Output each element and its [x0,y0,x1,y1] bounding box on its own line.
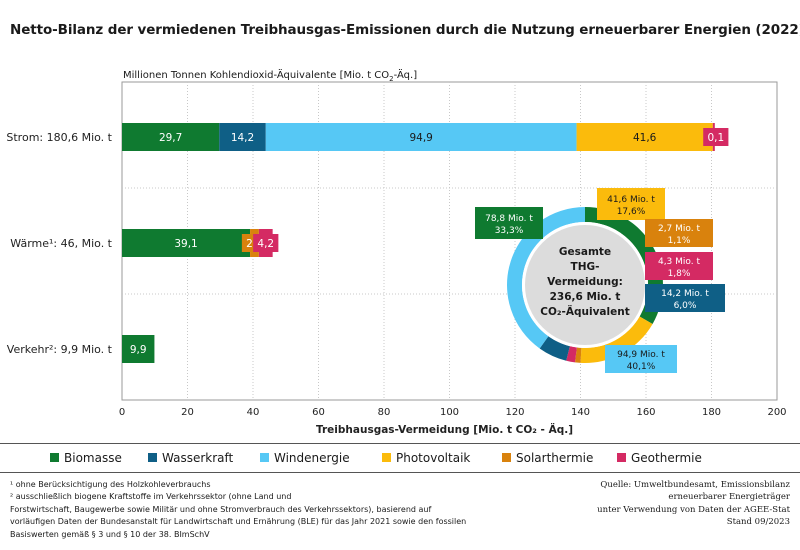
donut-label-share: 17,6% [617,207,646,217]
bar-value-label: 14,2 [231,132,254,144]
legend-swatch [617,453,626,462]
legend-item: Windenergie [260,451,350,465]
bar-biomasse [122,335,155,363]
footnote-line: ¹ ohne Berücksichtigung des Holzkohlever… [10,480,211,489]
legend-label: Solarthermie [516,451,594,465]
donut-label-box [475,207,543,239]
footnote-line: vorläufigen Daten der Bundesanstalt für … [10,517,467,527]
chart-canvas: 0 20 40 60 80 100 120 140 160 180 200 Treibhausgas-… [6,81,787,436]
donut-slice-windenergie [507,207,585,349]
donut-slice-photovoltaik [580,316,653,364]
legend-swatch [260,453,269,462]
x-tick-label: 80 [378,407,391,418]
donut-center-label: Gesamte [559,246,611,258]
bar-value-label: 39,1 [174,238,197,250]
x-tick-label: 100 [440,407,459,418]
x-axis-title: Treibhausgas-Vermeidung [Mio. t CO₂ - Äq… [316,422,573,436]
bar-value-label: 9,9 [130,344,147,356]
legend: Biomasse Wasserkraft Windenergie Photovolta… [0,443,800,473]
donut-label-share: 1,1% [668,236,691,246]
source-line: erneuerbarer Energieträger [668,492,790,503]
bar-wasserkraft [219,123,266,151]
bar-value-label: 29,7 [159,132,182,144]
donut-label-share: 1,8% [668,269,691,279]
x-tick-label: 40 [247,407,260,418]
donut-center-label: Vermeidung: [547,276,623,288]
legend-item: Geothermie [617,451,702,465]
y-category-label: Verkehr²: 9,9 Mio. t [7,343,113,356]
legend-item: Photovoltaik [382,451,470,465]
donut-label-share: 33,3% [495,226,524,236]
legend-swatch [50,453,59,462]
legend-item: Solarthermie [502,451,593,465]
donut-label-share: 40,1% [627,362,656,372]
donut-label-value: 14,2 Mio. t [661,289,709,299]
bar-label-box [253,234,279,252]
legend-item: Biomasse [50,451,122,465]
x-tick-label: 140 [571,407,590,418]
footnote-line: ² ausschließlich biogene Kraftstoffe im … [10,492,292,502]
x-tick-label: 200 [767,407,786,418]
bar-label-box [703,128,729,146]
bar-value-label: 4,2 [257,238,274,250]
bar-biomasse [122,229,251,257]
y-category-label: Strom: 180,6 Mio. t [6,131,112,144]
donut-label-box [605,345,677,373]
bar-biomasse [122,123,220,151]
legend-label: Geothermie [631,451,702,465]
legend-label: Biomasse [64,451,122,465]
unit-label: Millionen Tonnen Kohlendioxid-Äquivalent… [123,70,418,83]
footnote-line: Basiswerten gemäß § 3 und § 10 der 38. B… [10,529,210,539]
donut-label-box [645,284,725,312]
legend-swatch [382,453,391,462]
x-tick-label: 0 [119,407,125,418]
donut-center [525,225,645,345]
footnote-line: Forstwirtschaft, Baugewerbe sowie Militä… [10,504,432,514]
x-tick-label: 60 [312,407,325,418]
bar-windenergie [265,123,577,151]
footnotes: ¹ ohne Berücksichtigung des Holzkohlever… [10,479,480,541]
donut-slice-biomasse [585,207,663,324]
donut-label-box [645,252,713,280]
donut-center-label: 236,6 Mio. t [550,291,621,303]
x-tick-label: 20 [181,407,194,418]
bar-photovoltaik [576,123,713,151]
donut-center-label: THG- [571,261,600,273]
y-category-label: Wärme¹: 46, Mio. t [10,237,112,250]
source-line: Quelle: Umweltbundesamt, Emissionsbilanz [600,480,790,490]
x-tick-label: 180 [702,407,721,418]
donut-label-share: 6,0% [674,301,697,311]
source-line: unter Verwendung von Daten der AGEE-Stat [597,504,790,515]
donut-label-value: 78,8 Mio. t [485,214,533,224]
source-line: Stand 09/2023 [726,517,790,528]
donut-label-value: 2,7 Mio. t [658,224,701,234]
donut-slice-solarthermie [574,347,582,363]
bar-value-label: 94,9 [409,132,432,144]
donut-slice-wasserkraft [539,336,570,361]
chart-title: Netto-Bilanz der vermiedenen Treibhausga… [10,22,800,38]
x-tick-label: 160 [636,407,655,418]
legend-label: Photovoltaik [396,451,471,465]
x-tick-label: 120 [505,407,524,418]
legend-swatch [148,453,157,462]
donut-label-value: 94,9 Mio. t [617,350,665,360]
source-note: Quelle: Umweltbundesamt, Emissionsbilanz… [597,479,790,529]
donut-slice-geothermie [566,346,577,363]
legend-label: Windenergie [274,451,350,465]
donut-label-box [597,188,665,220]
donut-center-label: CO₂-Äquivalent [540,304,629,318]
legend-label: Wasserkraft [162,451,234,465]
donut-label-value: 41,6 Mio. t [607,195,655,205]
bar-value-label: 41,6 [633,132,657,144]
legend-swatch [502,453,511,462]
donut-label-box [645,219,713,247]
legend-item: Wasserkraft [148,451,233,465]
bar-value-label: 0,1 [707,132,724,144]
donut-label-value: 4,3 Mio. t [658,257,701,267]
